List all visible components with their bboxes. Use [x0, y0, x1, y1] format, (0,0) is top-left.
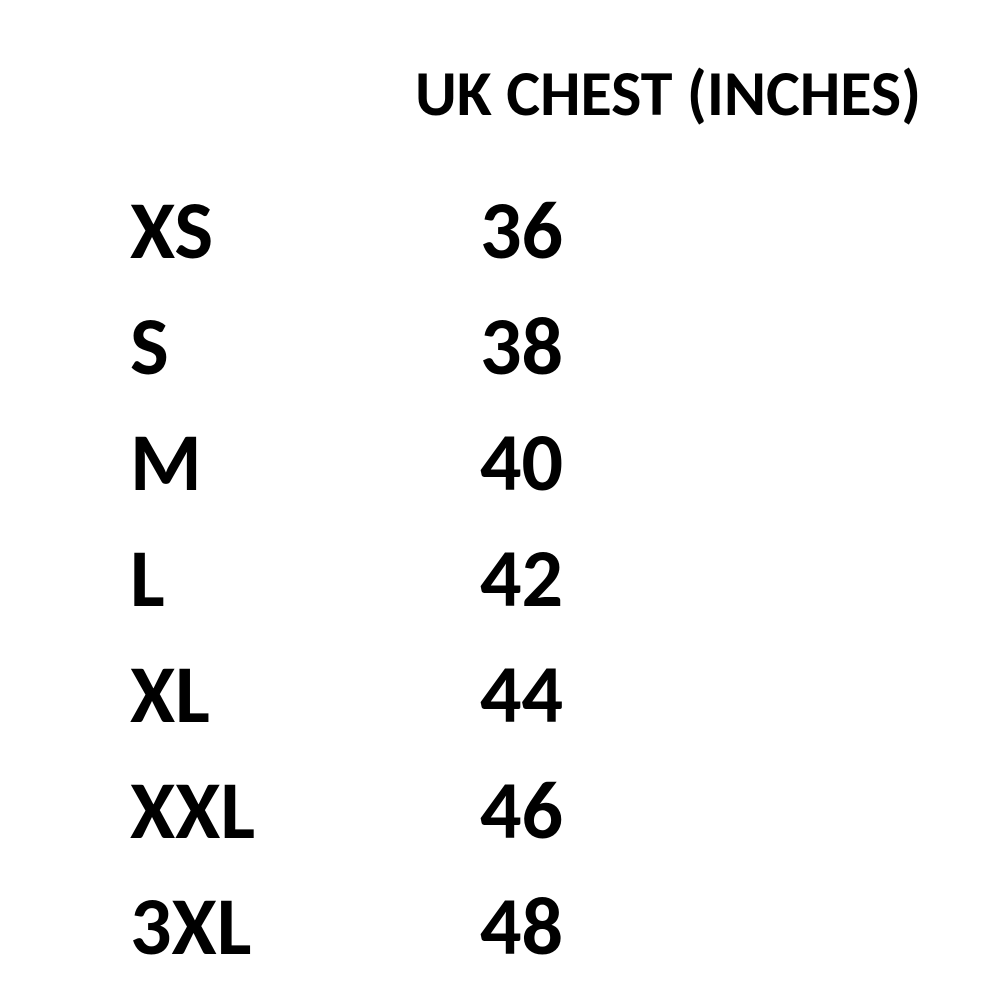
size-cell: M: [130, 413, 480, 513]
table-row: M 40: [130, 413, 930, 491]
table-row: L 42: [130, 529, 930, 607]
chest-cell: 40: [480, 413, 563, 513]
size-cell: XXL: [130, 761, 480, 861]
chest-cell: 42: [480, 529, 563, 629]
chest-cell: 48: [480, 877, 563, 977]
table-row: XL 44: [130, 645, 930, 723]
size-cell: L: [130, 529, 480, 629]
table-row: 3XL 48: [130, 877, 930, 955]
table-row: S 38: [130, 297, 930, 375]
chest-cell: 46: [480, 761, 563, 861]
size-cell: XS: [130, 181, 480, 281]
chest-cell: 36: [480, 181, 563, 281]
table-row: XS 36: [130, 181, 930, 259]
size-cell: S: [130, 297, 480, 397]
chest-cell: 38: [480, 297, 563, 397]
size-cell: XL: [130, 645, 480, 745]
size-chart-container: UK CHEST (INCHES) XS 36 S 38 M 40 L 42 X…: [130, 55, 930, 993]
column-header: UK CHEST (INCHES): [415, 55, 930, 133]
chest-cell: 44: [480, 645, 563, 745]
table-row: XXL 46: [130, 761, 930, 839]
size-cell: 3XL: [130, 877, 480, 977]
